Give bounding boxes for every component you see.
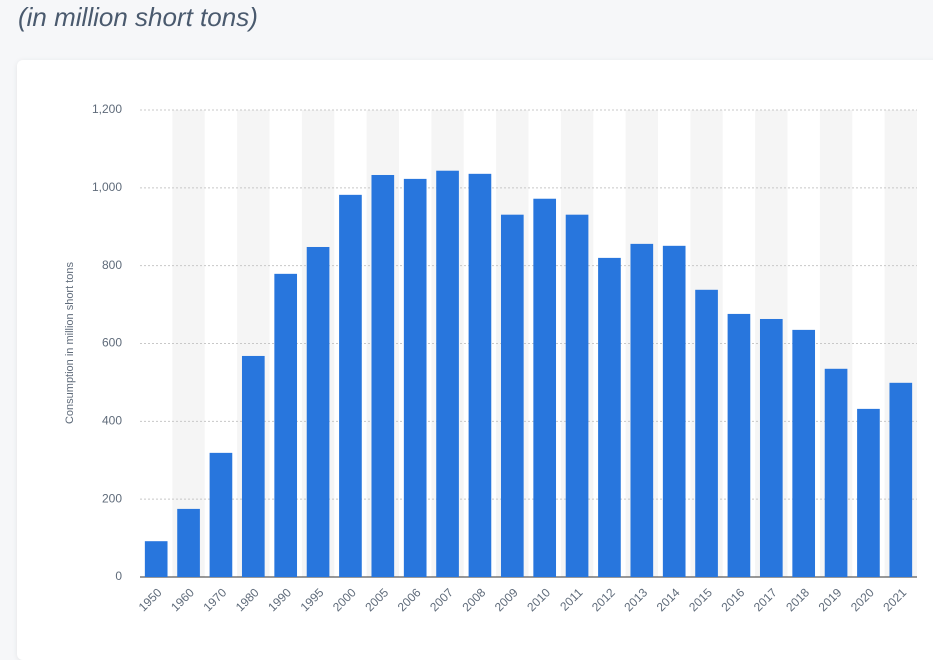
x-tick-label: 2017 bbox=[751, 585, 780, 614]
y-tick-label: 0 bbox=[115, 569, 122, 583]
bar bbox=[792, 329, 816, 577]
x-tick-label: 2014 bbox=[654, 585, 683, 614]
y-tick-label: 800 bbox=[102, 258, 122, 272]
x-tick-label: 1995 bbox=[298, 585, 327, 614]
x-tick-label: 2008 bbox=[460, 585, 489, 614]
bar bbox=[662, 245, 686, 578]
bar bbox=[500, 214, 524, 577]
x-tick-label: 2019 bbox=[816, 585, 845, 614]
x-tick-label: 2018 bbox=[783, 585, 812, 614]
bar bbox=[857, 408, 880, 577]
bar bbox=[824, 368, 848, 577]
x-tick-label: 2005 bbox=[362, 585, 391, 614]
x-tick-label: 1980 bbox=[233, 585, 262, 614]
bar bbox=[695, 289, 718, 577]
x-tick-label: 2007 bbox=[427, 585, 456, 614]
x-tick-label: 1960 bbox=[168, 585, 197, 614]
x-tick-label: 2021 bbox=[880, 585, 909, 614]
x-tick-label: 2010 bbox=[524, 585, 553, 614]
bar bbox=[209, 452, 233, 577]
bar bbox=[306, 246, 330, 577]
y-tick-label: 400 bbox=[102, 414, 122, 428]
bar bbox=[339, 194, 362, 578]
bar bbox=[889, 382, 913, 577]
bar bbox=[177, 508, 200, 577]
x-tick-label: 2000 bbox=[330, 585, 359, 614]
x-tick-label: 2011 bbox=[557, 585, 585, 613]
y-tick-label: 200 bbox=[102, 491, 122, 505]
bar bbox=[403, 178, 427, 577]
bar bbox=[274, 273, 298, 577]
y-axis-label: Consumption in million short tons bbox=[64, 261, 76, 424]
x-tick-label: 1950 bbox=[136, 585, 165, 614]
x-tick-label: 2016 bbox=[719, 585, 748, 614]
bar bbox=[630, 243, 654, 577]
bar bbox=[533, 198, 557, 578]
y-tick-label: 1,000 bbox=[92, 180, 122, 194]
bar bbox=[144, 541, 168, 577]
bar bbox=[759, 318, 783, 577]
bar bbox=[598, 257, 621, 577]
chart-subtitle: (in million short tons) bbox=[18, 2, 258, 32]
y-tick-label: 600 bbox=[102, 336, 122, 350]
x-tick-label: 2015 bbox=[686, 585, 715, 614]
x-tick-label: 2012 bbox=[589, 585, 618, 614]
bar bbox=[436, 170, 459, 577]
bar bbox=[241, 355, 265, 577]
bar bbox=[727, 313, 751, 577]
x-tick-label: 2013 bbox=[621, 585, 650, 614]
bar bbox=[371, 174, 395, 577]
y-tick-label: 1,200 bbox=[92, 102, 122, 116]
x-tick-label: 1970 bbox=[201, 585, 230, 614]
x-tick-label: 2020 bbox=[848, 585, 877, 614]
x-tick-label: 1990 bbox=[265, 585, 294, 614]
x-tick-label: 2009 bbox=[492, 585, 521, 614]
bar bbox=[468, 173, 492, 577]
x-tick-label: 2006 bbox=[395, 585, 424, 614]
bar bbox=[565, 214, 589, 577]
